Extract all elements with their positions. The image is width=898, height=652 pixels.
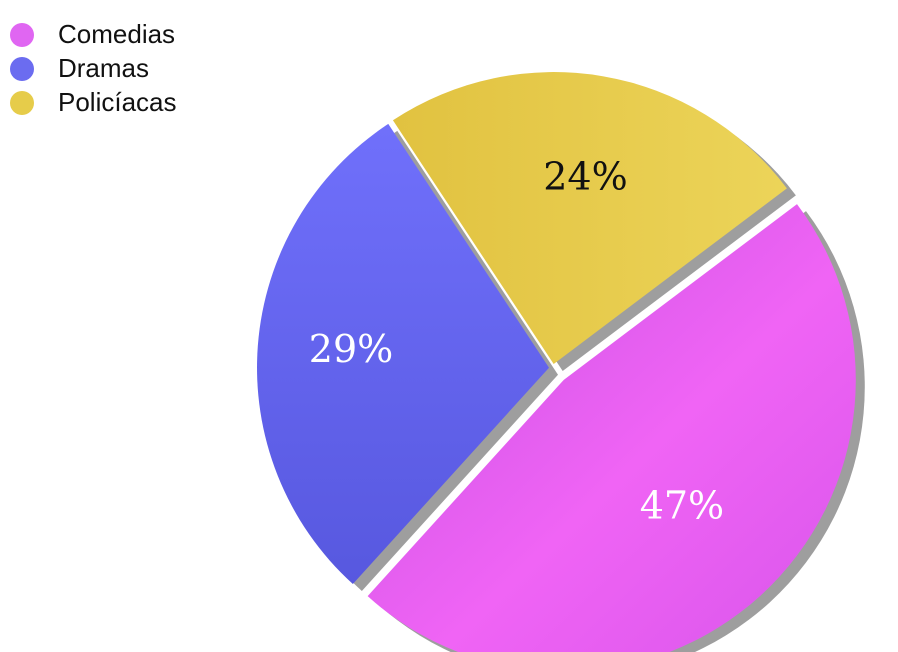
pie-label-policiacas: 24% xyxy=(543,154,627,198)
legend-item-dramas: Dramas xyxy=(10,46,177,91)
legend-item-comedias: Comedias xyxy=(10,12,177,57)
legend-marker-dramas xyxy=(10,56,34,81)
pie-slices xyxy=(257,72,856,652)
pie-label-dramas: 29% xyxy=(309,327,393,371)
legend-marker-policiacas xyxy=(10,90,34,115)
pie-labels: 47% 29% 24% xyxy=(309,154,724,527)
chart-legend: Comedias Dramas Policíacas xyxy=(10,12,177,125)
pie-label-comedias: 47% xyxy=(640,484,724,528)
pie-slice-policiacas xyxy=(392,72,787,365)
legend-label-policiacas: Policíacas xyxy=(58,87,177,117)
pie-slice-comedias xyxy=(367,204,856,652)
pie-slice-dramas xyxy=(257,123,550,585)
legend-label-comedias: Comedias xyxy=(58,19,176,49)
legend-item-policiacas: Policíacas xyxy=(10,80,177,125)
legend-label-dramas: Dramas xyxy=(58,53,150,83)
legend-marker-comedias xyxy=(10,22,34,47)
